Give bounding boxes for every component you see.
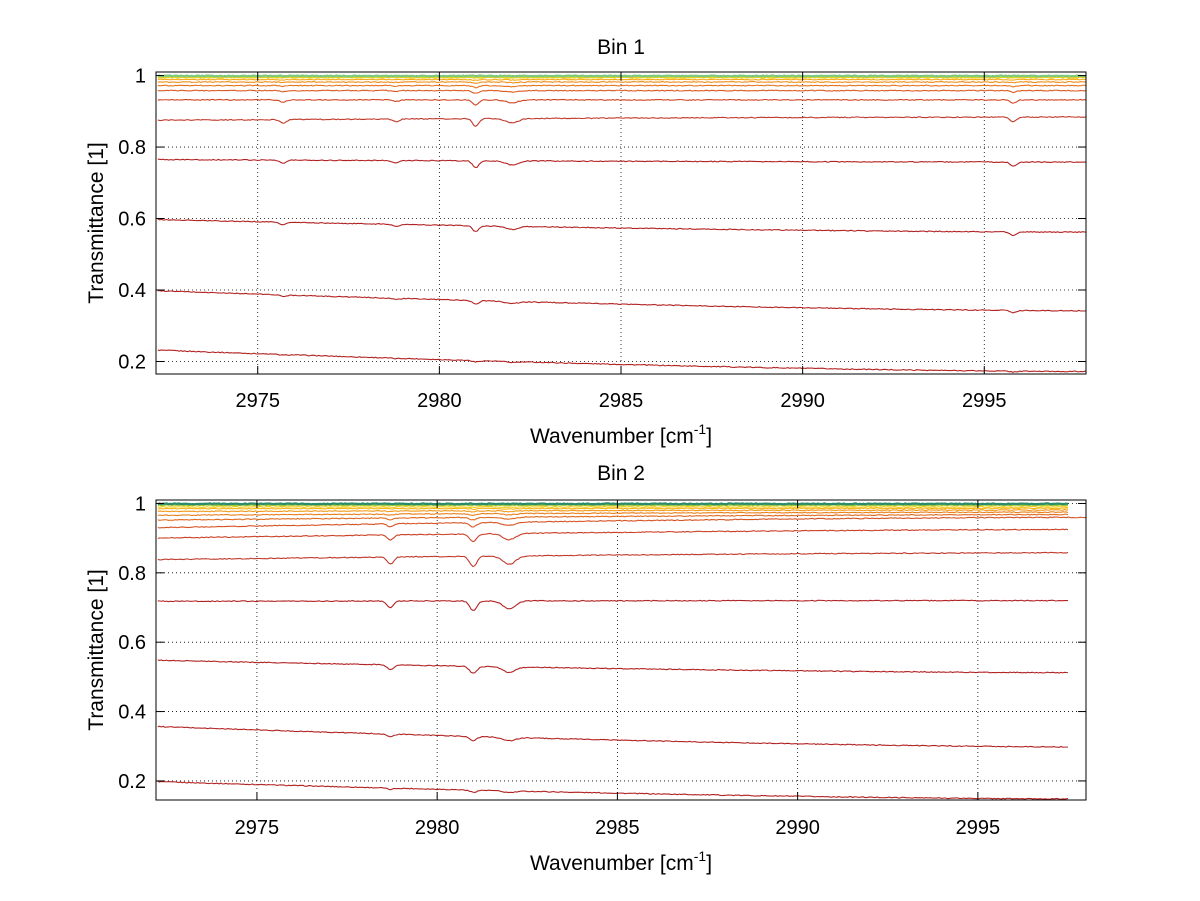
series-line [157, 74, 1087, 78]
y-axis-label: Transmittance [1] [85, 142, 108, 303]
series-line [157, 780, 1069, 800]
series-line [157, 89, 1087, 94]
chart-title: Bin 1 [597, 36, 645, 59]
y-tick-label: 1 [135, 493, 146, 515]
series-line [157, 599, 1069, 611]
y-tick-label: 0.4 [118, 280, 146, 302]
series-line [157, 507, 1069, 511]
y-tick-label: 1 [135, 66, 146, 88]
series-line [157, 659, 1069, 674]
y-tick-label: 0.8 [118, 563, 146, 585]
series-line [157, 528, 1069, 543]
chart-1: 2975 2980 2985 2990 2995 0.2 0.4 0.6 0.8 1 Bin 1 Wa… [85, 36, 1087, 448]
series-line [157, 98, 1087, 106]
series-line [157, 116, 1087, 127]
y-tick-label: 0.2 [118, 351, 146, 373]
series-line [157, 516, 1087, 529]
series-line [157, 84, 1087, 89]
series-line [157, 551, 1069, 568]
x-tick-label: 2980 [415, 817, 460, 839]
y-tick-label: 0.2 [118, 771, 146, 793]
series-line [157, 509, 1069, 513]
series-line [157, 725, 1069, 748]
x-tick-label: 2990 [780, 390, 825, 412]
series-line [157, 513, 1069, 521]
series-line [157, 289, 1087, 314]
x-axis-label: Wavenumber [cm-1] [530, 848, 712, 875]
series-line [157, 502, 1069, 506]
y-tick-label: 0.6 [118, 209, 146, 231]
x-tick-label: 2980 [417, 390, 462, 412]
y-axis-label: Transmittance [1] [85, 569, 108, 730]
plot-area [156, 500, 1086, 800]
y-tick-label: 0.6 [118, 632, 146, 654]
series-line [157, 218, 1087, 237]
series-line [157, 158, 1087, 169]
x-tick-label: 2990 [775, 817, 820, 839]
series-line [157, 78, 1087, 82]
x-tick-label: 2975 [235, 817, 280, 839]
series-line [157, 80, 1087, 85]
x-axis-label: Wavenumber [cm-1] [530, 421, 712, 448]
axes-frame [155, 499, 1087, 801]
chart-title: Bin 2 [597, 462, 645, 485]
series-line [157, 511, 1069, 517]
series-line [157, 349, 1087, 373]
x-tick-label: 2985 [595, 817, 640, 839]
series-line [157, 505, 1069, 509]
y-tick-label: 0.4 [118, 702, 146, 724]
x-tick-label: 2995 [962, 390, 1007, 412]
chart-2: 2975 2980 2985 2990 2995 0.2 0.4 0.6 0.8 1 Bin 2 Wa… [85, 462, 1087, 875]
x-tick-label: 2975 [235, 390, 280, 412]
x-tick-label: 2985 [599, 390, 644, 412]
y-tick-label: 0.8 [118, 137, 146, 159]
x-tick-label: 2995 [956, 817, 1001, 839]
